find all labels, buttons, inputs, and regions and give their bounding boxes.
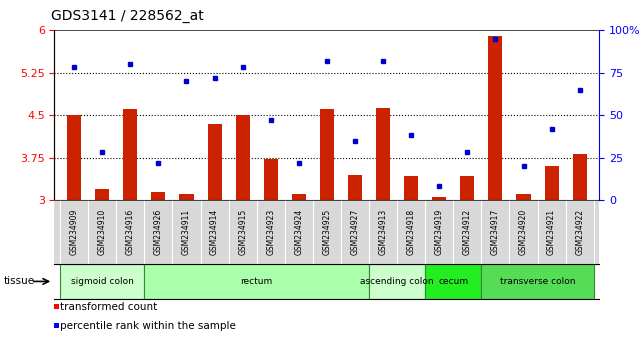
Bar [545, 166, 558, 200]
Text: GSM234916: GSM234916 [126, 209, 135, 255]
Text: GSM234911: GSM234911 [182, 209, 191, 255]
Text: transverse colon: transverse colon [500, 277, 576, 286]
Bar [320, 109, 334, 200]
Bar [432, 197, 446, 200]
Bar [292, 194, 306, 200]
Bar [123, 109, 137, 200]
Text: ascending colon: ascending colon [360, 277, 434, 286]
Text: GSM234910: GSM234910 [97, 209, 107, 255]
Bar [404, 176, 418, 200]
Bar [60, 264, 144, 299]
Bar [348, 175, 362, 200]
Text: GSM234914: GSM234914 [210, 209, 219, 255]
Text: cecum: cecum [438, 277, 469, 286]
Text: GSM234926: GSM234926 [154, 209, 163, 255]
Bar [208, 124, 222, 200]
Bar [96, 189, 109, 200]
Bar [236, 115, 250, 200]
Text: rectum: rectum [240, 277, 273, 286]
Text: GSM234913: GSM234913 [379, 209, 388, 255]
Text: percentile rank within the sample: percentile rank within the sample [60, 320, 236, 331]
Bar [572, 154, 587, 200]
Bar [67, 115, 81, 200]
Text: transformed count: transformed count [60, 302, 157, 312]
Text: GSM234921: GSM234921 [547, 209, 556, 255]
Text: GSM234915: GSM234915 [238, 209, 247, 255]
Text: tissue: tissue [3, 276, 35, 286]
Text: GSM234912: GSM234912 [463, 209, 472, 255]
Bar [460, 176, 474, 200]
Text: GSM234925: GSM234925 [322, 209, 331, 255]
Text: GSM234918: GSM234918 [406, 209, 415, 255]
Bar [425, 264, 481, 299]
Text: GSM234917: GSM234917 [491, 209, 500, 255]
Bar [517, 194, 531, 200]
Text: GSM234922: GSM234922 [575, 209, 584, 255]
Bar [263, 159, 278, 200]
Text: sigmoid colon: sigmoid colon [71, 277, 134, 286]
Text: GSM234920: GSM234920 [519, 209, 528, 255]
Bar [481, 264, 594, 299]
Bar [144, 264, 369, 299]
Bar [151, 192, 165, 200]
Text: GSM234919: GSM234919 [435, 209, 444, 255]
Bar [376, 108, 390, 200]
Text: GSM234924: GSM234924 [294, 209, 303, 255]
Bar [179, 194, 194, 200]
Text: GSM234927: GSM234927 [351, 209, 360, 255]
Text: GSM234909: GSM234909 [70, 209, 79, 255]
Text: GSM234923: GSM234923 [266, 209, 275, 255]
Bar [369, 264, 425, 299]
Text: GDS3141 / 228562_at: GDS3141 / 228562_at [51, 9, 204, 23]
Bar [488, 36, 503, 200]
